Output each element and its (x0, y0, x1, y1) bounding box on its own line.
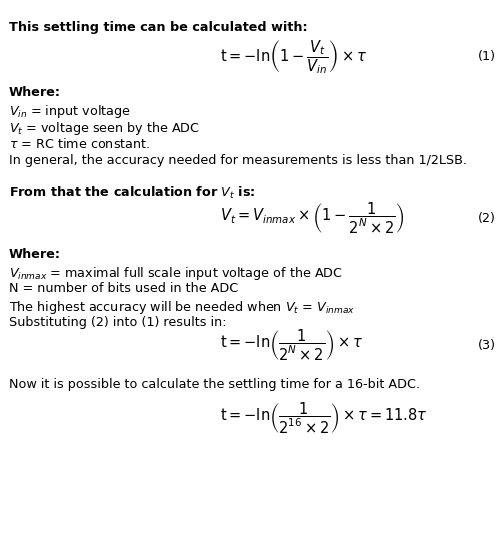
Text: From that the calculation for $V_t$ is:: From that the calculation for $V_t$ is: (9, 185, 256, 201)
Text: $V_t$ = voltage seen by the ADC: $V_t$ = voltage seen by the ADC (9, 120, 200, 137)
Text: $\tau$ = RC time constant.: $\tau$ = RC time constant. (9, 137, 150, 151)
Text: $\mathrm{t = {-}ln}\left(\dfrac{1}{2^{16} \times 2}\right) \times \tau = 11.8\ta: $\mathrm{t = {-}ln}\left(\dfrac{1}{2^{16… (220, 401, 428, 436)
Text: In general, the accuracy needed for measurements is less than 1/2LSB.: In general, the accuracy needed for meas… (9, 154, 467, 167)
Text: (1): (1) (478, 50, 496, 63)
Text: $V_{inmax}$ = maximal full scale input voltage of the ADC: $V_{inmax}$ = maximal full scale input v… (9, 265, 343, 281)
Text: $\mathrm{t = {-}ln}\left(1 - \dfrac{V_t}{V_{in}}\right) \times \tau$: $\mathrm{t = {-}ln}\left(1 - \dfrac{V_t}… (220, 38, 367, 76)
Text: N = number of bits used in the ADC: N = number of bits used in the ADC (9, 282, 238, 295)
Text: Where:: Where: (9, 86, 61, 99)
Text: $\mathrm{t = {-}ln}\left(\dfrac{1}{2^N \times 2}\right) \times \tau$: $\mathrm{t = {-}ln}\left(\dfrac{1}{2^N \… (220, 328, 363, 363)
Text: (3): (3) (478, 339, 496, 352)
Text: $V_t = V_{inmax} \times \left(1 - \dfrac{1}{2^N \times 2}\right)$: $V_t = V_{inmax} \times \left(1 - \dfrac… (220, 200, 404, 236)
Text: $V_{in}$ = input voltage: $V_{in}$ = input voltage (9, 103, 131, 119)
Text: Substituting (2) into (1) results in:: Substituting (2) into (1) results in: (9, 316, 226, 329)
Text: This settling time can be calculated with:: This settling time can be calculated wit… (9, 21, 308, 33)
Text: (2): (2) (478, 212, 496, 225)
Text: Now it is possible to calculate the settling time for a 16-bit ADC.: Now it is possible to calculate the sett… (9, 378, 420, 391)
Text: The highest accuracy will be needed when $V_t$ = $V_{inmax}$: The highest accuracy will be needed when… (9, 299, 355, 316)
Text: Where:: Where: (9, 248, 61, 261)
